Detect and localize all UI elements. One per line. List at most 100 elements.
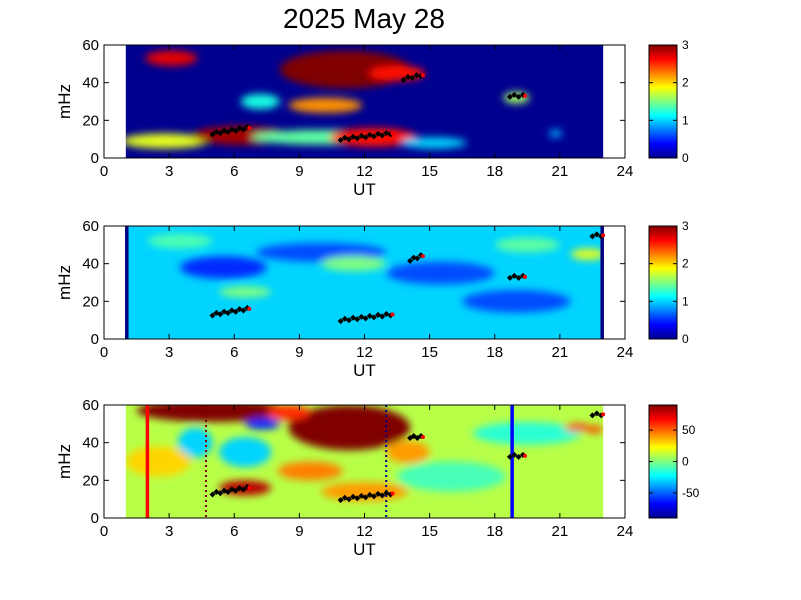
spectral-blob [570, 248, 604, 260]
peak-marker [209, 491, 216, 498]
colorbar-tick-label: 50 [682, 423, 696, 437]
x-tick-label: 24 [617, 163, 634, 180]
spectral-blob [266, 405, 311, 421]
spectral-blob [219, 437, 272, 468]
peak-marker [217, 311, 224, 318]
peak-marker [240, 486, 247, 493]
spectrogram [125, 226, 604, 339]
colorbar-tick-label: 2 [682, 257, 689, 271]
peak-marker [232, 127, 239, 134]
peak-marker [209, 131, 216, 138]
peak-marker [515, 93, 522, 100]
colorbar-tick-label: 1 [682, 113, 689, 127]
peak-marker-end [390, 312, 395, 317]
x-tick-label: 12 [356, 163, 373, 180]
peak-marker [345, 496, 352, 503]
peak-marker-end [247, 485, 252, 490]
x-tick-label: 9 [295, 163, 303, 180]
spectral-blob [125, 446, 191, 477]
peak-marker-end [522, 453, 527, 458]
colorbar [648, 44, 678, 159]
x-tick-label: 15 [421, 344, 438, 361]
x-tick-label: 3 [165, 163, 173, 180]
spectral-blob [245, 418, 280, 430]
panel-bottom: 0 3 6 9 12 15 18 21 24 0 20 40 60 UT mHz 50 0 -50 [55, 397, 700, 559]
x-tick-label: 21 [552, 163, 569, 180]
peak-marker [345, 317, 352, 324]
peak-marker [506, 274, 513, 281]
spectral-blob [401, 137, 467, 149]
x-tick-label: 6 [230, 523, 238, 540]
peak-marker [593, 231, 600, 238]
y-tick-label: 20 [82, 472, 99, 489]
x-tick-label: 15 [421, 163, 438, 180]
x-tick-label: 18 [486, 523, 503, 540]
peak-marker-end [522, 93, 527, 98]
peak-marker [362, 494, 369, 501]
y-tick-label: 40 [82, 435, 99, 452]
y-tick-label: 20 [82, 112, 99, 129]
spectral-blob [277, 461, 343, 481]
y-tick-label: 0 [91, 150, 99, 167]
peak-marker [224, 129, 231, 136]
spectral-blob [136, 405, 289, 422]
peak-marker-end [247, 125, 252, 130]
peak-marker-end [601, 233, 606, 238]
y-tick-label: 60 [82, 397, 99, 414]
spectral-blob [494, 237, 560, 253]
peak-marker-end [420, 254, 425, 259]
x-axis-label: UT [353, 361, 376, 380]
peak-marker-end [420, 73, 425, 78]
peak-marker-end [390, 131, 395, 136]
x-tick-label: 12 [356, 344, 373, 361]
peak-marker [217, 130, 224, 137]
figure-title: 2025 May 28 [283, 3, 445, 34]
peak-marker [370, 133, 377, 140]
spectral-blob [386, 440, 430, 464]
peak-marker [409, 75, 416, 82]
peak-marker [407, 257, 414, 264]
peak-marker [589, 233, 596, 240]
peak-marker [232, 308, 239, 315]
x-tick-label: 18 [486, 163, 503, 180]
peak-marker-end [420, 435, 425, 440]
peak-marker [240, 307, 247, 314]
peak-marker [515, 274, 522, 281]
peak-marker [354, 135, 361, 142]
x-tick-label: 21 [552, 523, 569, 540]
peak-marker [337, 497, 344, 504]
spectral-blob [145, 50, 198, 66]
x-axis-label: UT [353, 540, 376, 559]
x-axis-label: UT [353, 180, 376, 199]
peak-marker [337, 137, 344, 144]
peak-marker [209, 312, 216, 319]
peak-marker-end [601, 412, 606, 417]
y-tick-label: 40 [82, 75, 99, 92]
y-axis-label: mHz [55, 265, 74, 300]
x-tick-label: 15 [421, 523, 438, 540]
peak-marker [370, 314, 377, 321]
colorbar-tick-label: 2 [682, 76, 689, 90]
y-tick-label: 60 [82, 218, 99, 235]
colorbar-tick-label: 0 [682, 332, 689, 346]
x-tick-label: 24 [617, 523, 634, 540]
spectrogram [125, 405, 604, 518]
peak-marker [232, 487, 239, 494]
peak-marker [370, 493, 377, 500]
colorbar-tick-label: 1 [682, 294, 689, 308]
colorbar-tick-label: 3 [682, 219, 689, 233]
spectral-blob [549, 129, 563, 138]
spectral-blob [288, 405, 411, 451]
y-tick-label: 0 [91, 510, 99, 527]
x-tick-label: 6 [230, 344, 238, 361]
peak-marker [511, 272, 518, 279]
y-tick-label: 60 [82, 37, 99, 54]
spectral-blob [279, 50, 411, 89]
peak-marker [354, 316, 361, 323]
x-tick-label: 6 [230, 163, 238, 180]
spectral-blob [564, 423, 591, 432]
colorbar [648, 225, 678, 340]
